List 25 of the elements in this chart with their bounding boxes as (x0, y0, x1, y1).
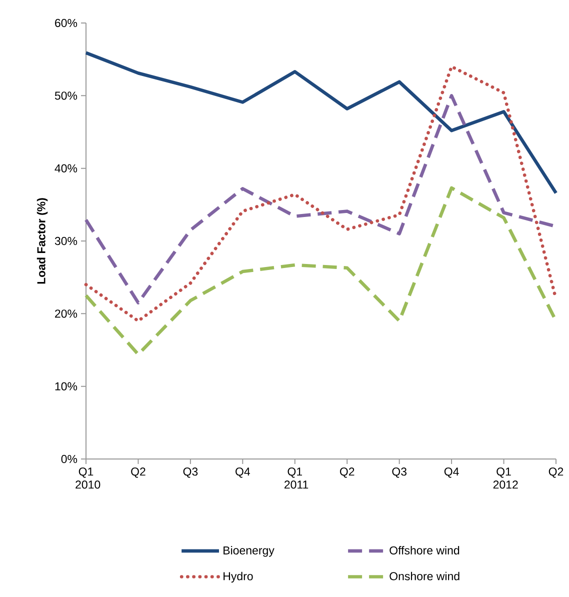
y-tick-label: 20% (55, 310, 78, 318)
x-tick-label: Q1 2011 (284, 468, 308, 489)
y-tick-label: 50% (54, 92, 78, 100)
line-series (84, 186, 558, 356)
x-tick-label: Q4 (444, 468, 459, 478)
legend-label: Hydro (224, 572, 253, 583)
y-tick-label: 30% (54, 236, 78, 246)
line-series (84, 64, 558, 323)
x-tick-label: Q3 (392, 468, 406, 478)
line-series (84, 51, 558, 195)
x-tick-label: Q4 (236, 468, 250, 478)
y-axis-title: Load Factor (%) (36, 198, 48, 284)
x-tick-label: Q2 (131, 468, 146, 478)
y-tick-label: 0% (61, 454, 78, 464)
y-tick-label: 10% (55, 382, 78, 390)
y-tick-label: 40% (54, 164, 78, 172)
x-tick-label: Q2 (548, 468, 564, 478)
x-tick-label: Q3 (183, 468, 198, 478)
x-tick-label: Q1 2012 (493, 468, 518, 489)
x-tick-label: Q1 2010 (76, 468, 100, 489)
legend-label: Offshore wind (390, 546, 460, 554)
legend-label: Onshore wind (390, 572, 460, 580)
x-tick-label: Q2 (340, 468, 354, 478)
y-tick-label: 60% (55, 18, 78, 28)
legend-label: Bioenergy (224, 546, 274, 557)
